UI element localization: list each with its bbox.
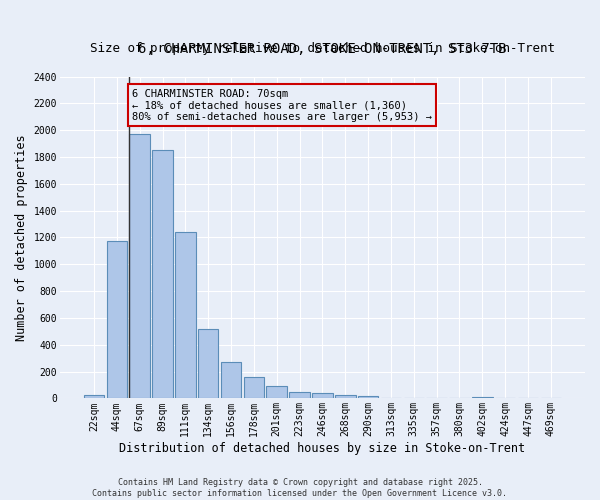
X-axis label: Distribution of detached houses by size in Stoke-on-Trent: Distribution of detached houses by size … [119, 442, 526, 455]
Bar [107, 242, 127, 398]
Bar [472, 397, 493, 398]
Text: 6, CHARMINSTER ROAD, STOKE-ON-TRENT, ST3 7TB: 6, CHARMINSTER ROAD, STOKE-ON-TRENT, ST3… [138, 42, 506, 56]
Text: 6 CHARMINSTER ROAD: 70sqm
← 18% of detached houses are smaller (1,360)
80% of se: 6 CHARMINSTER ROAD: 70sqm ← 18% of detac… [131, 88, 431, 122]
Title: Size of property relative to detached houses in Stoke-on-Trent: Size of property relative to detached ho… [90, 42, 555, 54]
Bar [358, 396, 379, 398]
Text: Contains HM Land Registry data © Crown copyright and database right 2025.
Contai: Contains HM Land Registry data © Crown c… [92, 478, 508, 498]
Bar [266, 386, 287, 398]
Bar [198, 330, 218, 398]
Y-axis label: Number of detached properties: Number of detached properties [15, 134, 28, 341]
Bar [221, 362, 241, 399]
Bar [152, 150, 173, 398]
Bar [130, 134, 150, 398]
Bar [289, 392, 310, 398]
Bar [84, 395, 104, 398]
Bar [335, 395, 356, 398]
Bar [312, 393, 332, 398]
Bar [175, 232, 196, 398]
Bar [244, 377, 264, 398]
